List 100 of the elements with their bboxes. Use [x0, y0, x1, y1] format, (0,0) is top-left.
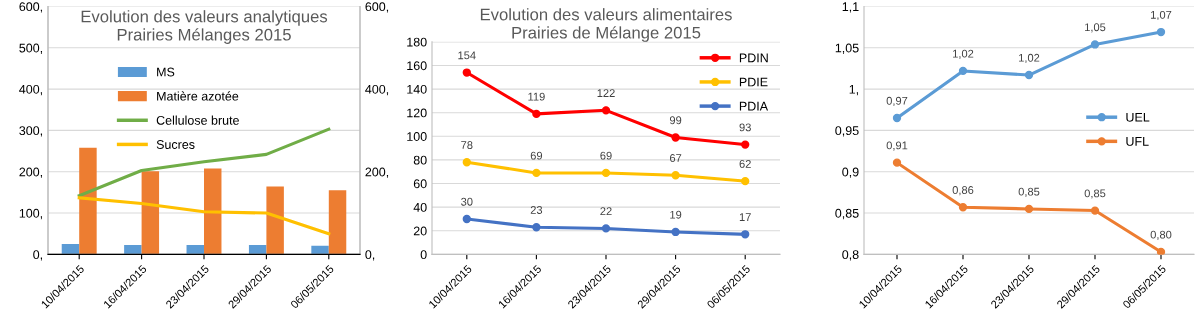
y-tick-label: 80 — [413, 155, 427, 165]
y-tick-label: 100, — [19, 208, 43, 220]
point — [1024, 204, 1034, 214]
data-label: 78 — [461, 141, 473, 149]
y2-tick-label: 0, — [365, 250, 375, 261]
data-label: 30 — [461, 197, 473, 206]
data-label: 69 — [530, 151, 543, 160]
point — [462, 68, 471, 77]
point — [532, 109, 541, 119]
y-tick-label: 1,05 — [835, 43, 859, 54]
data-label: 0,80 — [1150, 230, 1172, 240]
point — [462, 214, 471, 224]
data-label: 1,07 — [1151, 10, 1172, 21]
data-label: 99 — [669, 116, 682, 125]
point — [741, 177, 750, 186]
data-label: 154 — [458, 51, 476, 60]
point — [601, 224, 611, 233]
point — [671, 171, 680, 180]
point — [462, 158, 471, 167]
point — [958, 203, 968, 212]
y-tick-label: 500, — [19, 43, 43, 54]
y2-tick-label: 200, — [365, 167, 389, 178]
data-label: 62 — [739, 160, 751, 168]
legend-label: PDIA — [739, 101, 769, 111]
y2-tick-label: 600, — [365, 2, 389, 13]
y-tick-label: 0,85 — [835, 208, 859, 220]
point — [1090, 206, 1100, 215]
data-label: 119 — [528, 92, 545, 101]
y-tick-label: 140 — [407, 84, 427, 94]
y-tick-label: 1, — [849, 85, 859, 96]
bar — [141, 171, 160, 255]
point — [741, 140, 750, 149]
data-label: 0,86 — [952, 186, 974, 196]
y-tick-label: 100 — [407, 132, 427, 141]
data-label: 23 — [530, 206, 543, 214]
data-label: 0,85 — [1018, 187, 1040, 197]
text: Evolution des valeurs analytiques Prairies Mélanges 2015 — [81, 10, 328, 44]
line-series — [77, 196, 331, 236]
data-label: 69 — [600, 151, 612, 160]
legend-label: Matière azotée — [157, 91, 239, 101]
data-label: 67 — [669, 154, 682, 162]
point — [1024, 70, 1034, 80]
y-tick-label: 1,1 — [842, 2, 859, 13]
y-tick-label: 160 — [407, 61, 427, 71]
point — [601, 168, 611, 178]
y-tick-label: 0,8 — [842, 250, 859, 261]
point — [601, 106, 611, 115]
bar — [79, 147, 97, 255]
data-label: 1,05 — [1085, 23, 1106, 33]
legend-label: PDIE — [739, 77, 768, 87]
data-label: 17 — [739, 213, 751, 221]
y-tick-label: 0,95 — [835, 126, 859, 137]
point — [892, 158, 902, 167]
legend-label: Sucres — [156, 140, 195, 149]
data-label: 0,97 — [886, 96, 908, 107]
data-label: 93 — [739, 123, 751, 132]
legend-label: Cellulose brute — [156, 115, 239, 125]
bar — [124, 244, 142, 255]
point — [1156, 27, 1166, 37]
legend-label: UEL — [1126, 112, 1150, 122]
data-label: 22 — [600, 207, 612, 215]
point — [671, 227, 680, 237]
point — [892, 113, 902, 123]
data-label: 0,85 — [1084, 189, 1106, 199]
y2-tick-label: 400, — [365, 84, 389, 96]
y-tick-label: 600, — [19, 2, 43, 13]
point — [532, 223, 541, 232]
point — [958, 66, 968, 76]
y-tick-label: 0, — [33, 250, 43, 261]
point — [671, 133, 680, 142]
y-tick-label: 0 — [420, 250, 427, 260]
bar — [328, 190, 347, 255]
y-tick-label: 400, — [19, 84, 43, 96]
data-label: 1,02 — [1019, 53, 1040, 64]
y-tick-label: 0,9 — [842, 167, 859, 178]
y-tick-label: 300, — [19, 126, 43, 137]
y-tick-label: 40 — [413, 202, 427, 212]
point — [1090, 40, 1100, 49]
data-label: 19 — [670, 210, 682, 219]
bar — [266, 186, 284, 255]
legend-label: UFL — [1126, 137, 1149, 146]
bar — [311, 245, 329, 255]
y-tick-label: 20 — [413, 226, 427, 236]
line-series — [77, 127, 331, 198]
point — [741, 230, 750, 239]
bar — [204, 168, 222, 255]
data-label: 1,02 — [953, 49, 974, 59]
data-label: 122 — [597, 89, 615, 97]
y-tick-label: 180 — [407, 37, 427, 47]
legend-label: PDIN — [739, 53, 768, 63]
data-label: 0,91 — [886, 141, 908, 151]
bar — [61, 244, 80, 255]
chart-title: Evolution des valeurs alimentaires Prairies de Mélange 2015 — [480, 8, 732, 42]
point — [1156, 247, 1166, 255]
point — [532, 168, 541, 178]
bar — [186, 244, 204, 255]
y-tick-label: 60 — [413, 179, 427, 189]
legend-label: MS — [157, 67, 175, 77]
y-tick-label: 200, — [19, 167, 43, 178]
y-tick-label: 120 — [407, 108, 427, 118]
